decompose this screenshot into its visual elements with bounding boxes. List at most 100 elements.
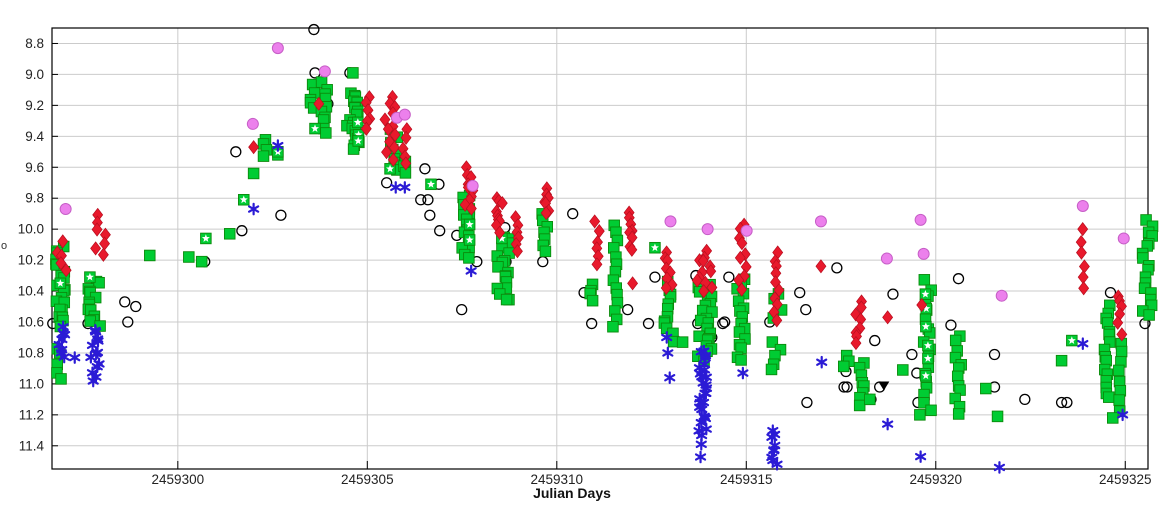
white-star-glyph — [354, 136, 363, 145]
marker-circle-filled — [914, 213, 927, 226]
marker-diamond — [91, 222, 103, 237]
marker-asterisk — [694, 450, 707, 464]
marker-diamond — [313, 96, 325, 111]
marker-circle-filled — [246, 117, 259, 130]
marker-circle-open — [1061, 396, 1073, 409]
marker-diamond — [1078, 259, 1090, 274]
marker-square — [195, 255, 208, 268]
marker-diamond — [379, 112, 391, 127]
white-star-glyph — [311, 124, 319, 132]
marker-square — [223, 228, 236, 240]
marker-circle-open — [434, 225, 446, 237]
marker-square — [951, 370, 964, 383]
marker-diamond — [360, 121, 372, 136]
marker-diamond — [97, 247, 109, 262]
marker-diamond — [1116, 327, 1128, 342]
y-tick-label: 11.2 — [19, 407, 44, 422]
marker-circle-open — [952, 273, 965, 285]
marker-circle-filled — [664, 215, 677, 228]
marker-circle-open — [308, 23, 320, 36]
marker-circle-open — [567, 208, 579, 220]
marker-diamond — [512, 244, 523, 259]
marker-diamond — [248, 140, 260, 155]
white-star-glyph — [56, 279, 65, 287]
white-star-glyph — [465, 235, 474, 244]
marker-diamond — [99, 236, 110, 251]
white-star-glyph — [923, 341, 932, 349]
marker-diamond — [736, 282, 748, 297]
x-tick-label: 2459315 — [720, 472, 773, 487]
marker-diamond — [738, 269, 750, 284]
x-axis-title: Julian Days — [533, 485, 611, 501]
y-tick-label: 9.0 — [25, 67, 44, 82]
marker-diamond — [57, 234, 69, 249]
y-tick-label: 11.4 — [19, 438, 45, 453]
marker-square — [55, 373, 67, 385]
marker-square — [980, 382, 992, 395]
marker-circle-open — [1019, 393, 1031, 406]
marker-square — [949, 334, 962, 347]
y-tick-label: 9.2 — [25, 98, 44, 113]
marker-asterisk — [69, 351, 81, 364]
marker-asterisk — [664, 371, 676, 385]
white-star-glyph — [1067, 336, 1076, 344]
marker-diamond — [627, 276, 639, 291]
marker-asterisk — [661, 331, 673, 344]
y-tick-label: 8.8 — [25, 36, 44, 51]
x-tick-label: 2459310 — [531, 472, 584, 487]
marker-diamond — [916, 297, 928, 313]
marker-asterisk — [465, 264, 477, 278]
marker-circle-open — [622, 303, 634, 316]
marker-circle-open — [275, 209, 287, 221]
marker-square — [257, 150, 270, 162]
y-tick-label: 9.4 — [25, 129, 44, 144]
marker-square — [952, 408, 965, 420]
marker-square — [1103, 391, 1115, 403]
marker-circle-open — [719, 316, 731, 328]
marker-asterisk — [699, 412, 712, 425]
marker-diamond — [589, 214, 601, 229]
marker-diamond — [591, 257, 603, 272]
marker-circle-open — [717, 317, 729, 330]
marker-square — [1115, 345, 1128, 358]
marker-diamond — [387, 152, 399, 167]
marker-diamond — [706, 280, 718, 295]
marker-diamond — [850, 336, 862, 351]
marker-diamond — [55, 256, 67, 271]
white-star-glyph — [922, 304, 931, 312]
marker-asterisk — [695, 438, 707, 451]
marker-circle-open — [422, 194, 434, 206]
x-tick-label: 2459325 — [1099, 472, 1152, 487]
white-star-glyph — [921, 322, 930, 330]
y-tick-label: 10.2 — [18, 253, 44, 268]
marker-diamond — [1112, 315, 1124, 330]
marker-square — [607, 320, 619, 333]
white-star-glyph — [85, 272, 94, 281]
white-star-glyph — [426, 180, 435, 188]
marker-diamond — [1076, 245, 1087, 260]
series-open-black-circles — [47, 23, 1151, 409]
marker-triangle-down — [878, 381, 890, 391]
marker-circle-open — [537, 256, 549, 268]
series-violet-filled-circles — [59, 42, 1130, 302]
white-star-glyph — [354, 130, 363, 139]
marker-diamond — [815, 259, 827, 274]
marker-diamond — [494, 225, 506, 240]
marker-diamond — [400, 156, 412, 171]
marker-square — [837, 360, 850, 373]
marker-square — [676, 336, 689, 348]
marker-circle-open — [838, 381, 850, 393]
marker-asterisk — [272, 139, 284, 152]
marker-square — [586, 294, 599, 307]
marker-circle-open — [236, 225, 248, 237]
marker-circle-open — [831, 262, 843, 274]
marker-diamond — [382, 122, 394, 137]
marker-asterisk — [58, 350, 70, 364]
marker-diamond — [381, 145, 392, 160]
marker-circle-filled — [880, 252, 893, 265]
marker-square — [492, 261, 504, 273]
marker-circle-open — [130, 300, 142, 313]
marker-circle-open — [945, 319, 957, 331]
marker-circle-filled — [995, 289, 1008, 302]
